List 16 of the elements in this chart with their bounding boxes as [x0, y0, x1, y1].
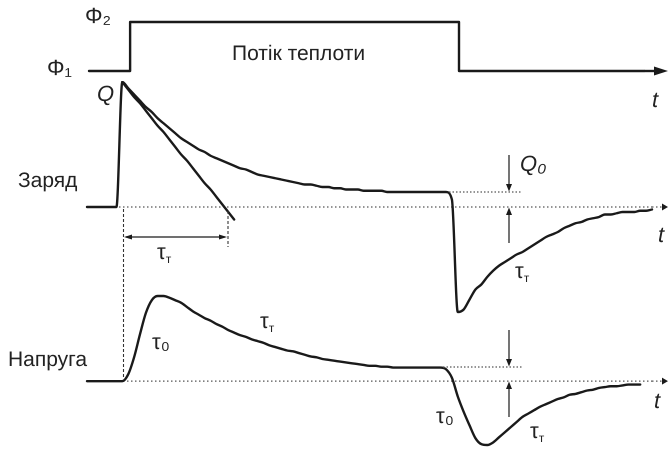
text: Φ₁ [47, 55, 72, 80]
annotation: τ$_{т}$ [260, 308, 274, 336]
annotation: τ₀ [152, 329, 170, 354]
annotation: τ$_{т}$ [530, 418, 544, 446]
annotation: Q [97, 81, 114, 106]
series-label: Потік теплоти [232, 42, 366, 65]
y-axis-title: Напруга [8, 348, 88, 371]
annotation: τ$_{т}$ [515, 258, 530, 286]
y-axis-title: Заряд [18, 169, 78, 192]
annotation: τ$_{т}$ [157, 239, 172, 266]
annotation: Q₀ [520, 151, 546, 176]
annotation: τ₀ [436, 403, 454, 428]
x-axis-title: t [654, 388, 660, 413]
annotation: Φ₂ [85, 3, 112, 28]
x-axis-title: t [652, 87, 658, 112]
x-axis-title: t [658, 222, 664, 247]
